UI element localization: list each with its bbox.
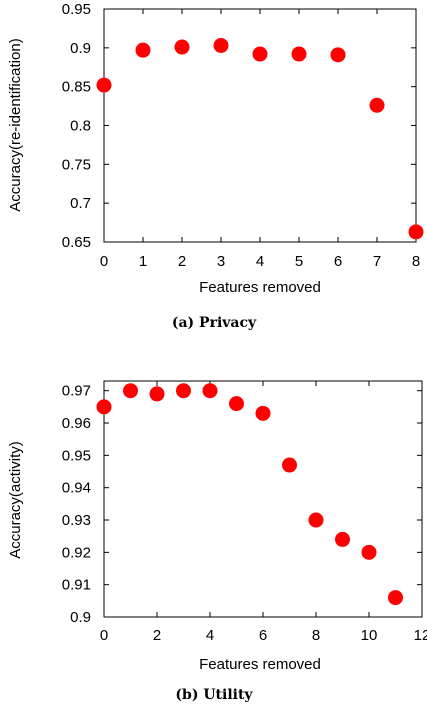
utility-y-tick-label: 0.93 <box>62 512 91 529</box>
privacy-x-tick-label: 7 <box>373 253 381 270</box>
privacy-data-point <box>252 46 268 62</box>
utility-caption: (b) Utility <box>175 687 253 703</box>
privacy-y-tick-label: 0.75 <box>62 156 91 173</box>
privacy-data-point <box>369 97 385 113</box>
utility-data-point <box>255 405 271 421</box>
utility-y-tick-label: 0.9 <box>70 609 91 626</box>
utility-x-tick-label: 0 <box>100 627 108 644</box>
utility-x-tick-label: 4 <box>206 627 214 644</box>
privacy-y-tick-label: 0.7 <box>70 195 91 212</box>
utility-y-tick-label: 0.96 <box>62 415 91 432</box>
privacy-points <box>96 38 424 240</box>
privacy-data-point <box>408 224 424 240</box>
privacy-x-tick-label: 6 <box>334 253 342 270</box>
utility-x-tick-label: 6 <box>259 627 267 644</box>
privacy-y-tick-label: 0.65 <box>62 234 91 251</box>
privacy-x-tick-label: 1 <box>139 253 147 270</box>
utility-y-tick-label: 0.94 <box>62 480 91 497</box>
privacy-chart: 0 1 2 3 4 5 6 7 8 0.65 0.7 0.75 0.8 0.85 0.9 0.95 Featu… <box>7 1 424 331</box>
privacy-y-tick-label: 0.95 <box>62 1 91 18</box>
utility-x-tick-label: 2 <box>153 627 161 644</box>
privacy-x-tick-label: 0 <box>100 253 108 270</box>
privacy-x-tick-label: 8 <box>412 253 420 270</box>
utility-y-tick-label: 0.91 <box>62 577 91 594</box>
utility-data-point <box>361 544 377 560</box>
privacy-y-axis-label: Accuracy(re-identification) <box>7 38 24 211</box>
privacy-y-tick-label: 0.9 <box>70 40 91 57</box>
utility-data-point <box>282 457 297 473</box>
utility-data-point <box>96 399 112 415</box>
privacy-x-tick-label: 3 <box>217 253 225 270</box>
privacy-plot-frame <box>103 8 417 243</box>
privacy-x-tick-label: 5 <box>295 253 303 270</box>
utility-points <box>96 383 403 606</box>
privacy-data-point <box>96 77 112 93</box>
utility-ticks: 0 2 4 6 8 10 12 0.9 0.91 0.92 0.93 0.94 0.95 0.96 0.97 <box>62 381 427 644</box>
utility-data-point <box>123 383 138 399</box>
utility-x-tick-label: 12 <box>414 627 427 644</box>
utility-x-axis-label: Features removed <box>199 656 321 673</box>
utility-chart: 0 2 4 6 8 10 12 0.9 0.91 0.92 0.93 0.94 0.95 0.96 0.97… <box>7 380 427 703</box>
privacy-x-axis-label: Features removed <box>199 279 321 296</box>
utility-y-tick-label: 0.95 <box>62 447 91 464</box>
utility-data-point <box>176 383 191 399</box>
privacy-x-tick-label: 2 <box>178 253 186 270</box>
privacy-caption: (a) Privacy <box>172 315 257 331</box>
privacy-x-tick-label: 4 <box>256 253 264 270</box>
privacy-data-point <box>291 46 307 62</box>
utility-data-point <box>335 531 350 547</box>
utility-y-axis-label: Accuracy(activity) <box>7 441 24 559</box>
utility-data-point <box>388 590 403 606</box>
privacy-data-point <box>213 38 229 54</box>
utility-x-tick-label: 10 <box>361 627 378 644</box>
privacy-y-tick-label: 0.8 <box>70 118 91 135</box>
utility-y-tick-label: 0.92 <box>62 544 91 561</box>
utility-y-tick-label: 0.97 <box>62 383 91 400</box>
privacy-data-point <box>174 39 190 55</box>
privacy-data-point <box>135 42 151 58</box>
utility-data-point <box>229 396 244 412</box>
privacy-ticks: 0 1 2 3 4 5 6 7 8 0.65 0.7 0.75 0.8 0.85 0.9 0.95 <box>62 1 420 270</box>
utility-data-point <box>308 512 324 528</box>
privacy-y-tick-label: 0.85 <box>62 79 91 96</box>
utility-data-point <box>149 386 165 402</box>
utility-data-point <box>202 383 218 399</box>
privacy-data-point <box>330 47 346 63</box>
utility-x-tick-label: 8 <box>312 627 320 644</box>
